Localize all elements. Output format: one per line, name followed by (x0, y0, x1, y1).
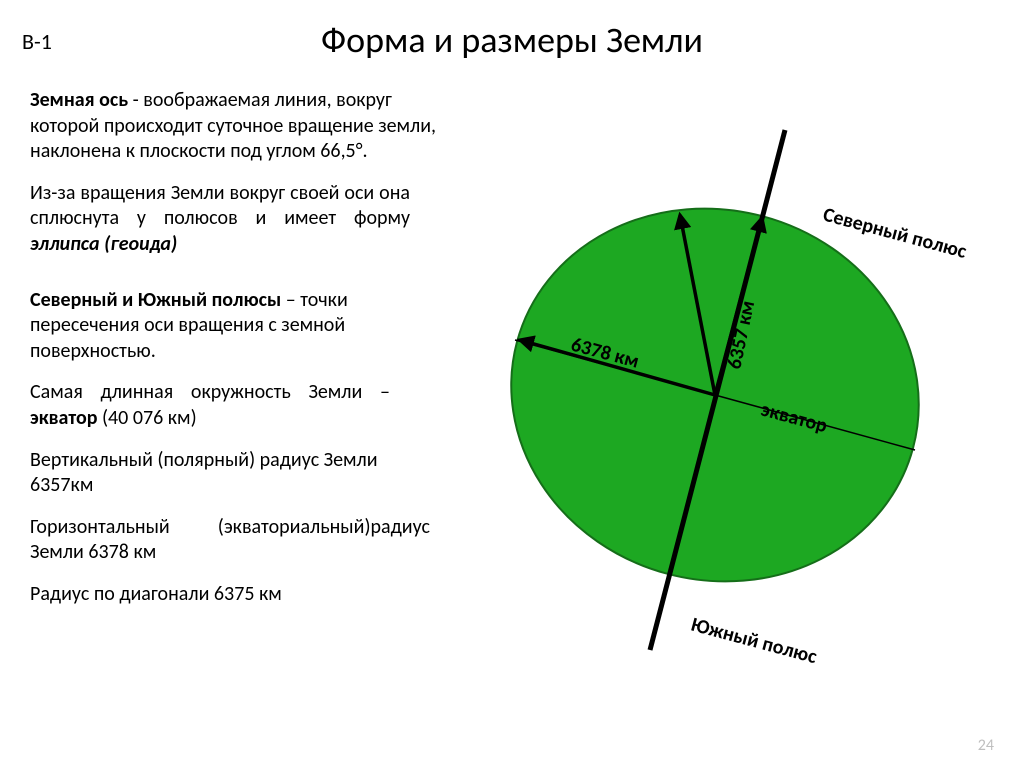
text-column: Земная ось - воображаемая линия, вокруг … (30, 88, 450, 624)
para-axis: Земная ось - воображаемая линия, вокруг … (30, 88, 450, 165)
para-poles: Северный и Южный полюсы – точки пересече… (30, 288, 420, 365)
bold-term-axis: Земная ось (30, 88, 128, 112)
bold-term-poles: Северный и Южный полюсы (30, 288, 281, 312)
para-ellipse: Из-за вращения Земли вокруг своей оси он… (30, 181, 410, 258)
earth-diagram: Северный полюсЮжный полюсэкватор6378 км6… (420, 110, 1020, 710)
text-ellipse-a: Из-за вращения Земли вокруг своей оси он… (30, 181, 410, 231)
para-equator: Самая длинная окружность Земли – экватор… (30, 380, 390, 431)
para-diag-radius: Радиус по диагонали 6375 км (30, 582, 450, 608)
em-term-geoid: эллипса (геоида) (30, 232, 177, 256)
slide-number: 24 (978, 736, 994, 755)
svg-text:Южный полюс: Южный полюс (688, 613, 820, 670)
text-equator-a: Самая длинная окружность Земли – (30, 380, 390, 404)
text-equator-b: (40 076 км) (97, 406, 196, 430)
bold-term-equator: экватор (30, 406, 97, 430)
page-title: Форма и размеры Земли (0, 18, 1024, 62)
para-polar-radius: Вертикальный (полярный) радиус Земли 635… (30, 448, 410, 499)
para-eq-radius: Горизонтальный (экваториальный)радиус Зе… (30, 515, 430, 566)
